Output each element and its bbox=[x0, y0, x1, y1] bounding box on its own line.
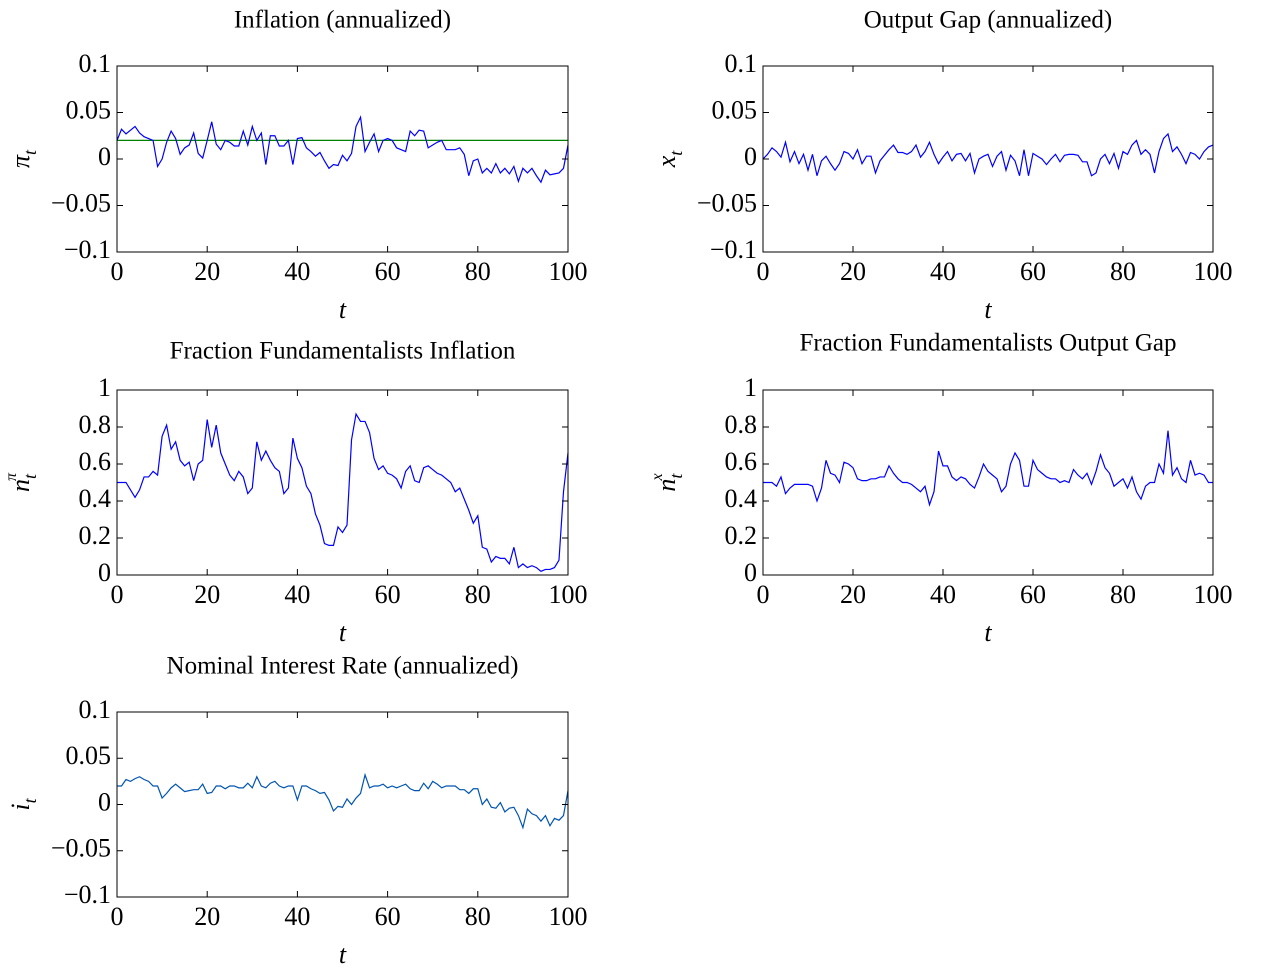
y-tick-label: 0.05 bbox=[66, 741, 112, 770]
plot-frame bbox=[116, 389, 569, 576]
y-tick-label: 0.1 bbox=[79, 695, 112, 724]
x-tick-label: 40 bbox=[930, 580, 956, 609]
y-label-symbol: n bbox=[652, 479, 681, 492]
y-tick-label: −0.05 bbox=[697, 188, 757, 217]
x-tick-label: 100 bbox=[1194, 580, 1233, 609]
chart-title: Nominal Interest Rate (annualized) bbox=[167, 653, 519, 680]
x-tick-label: 80 bbox=[465, 580, 491, 609]
x-tick-label: 20 bbox=[194, 257, 220, 286]
x-tick-label: 0 bbox=[111, 257, 124, 286]
y-label-subscript: t bbox=[20, 473, 40, 479]
y-tick-label: 0.05 bbox=[712, 95, 758, 124]
chart-title: Fraction Fundamentalists Output Gap bbox=[799, 330, 1176, 357]
chart-title: Inflation (annualized) bbox=[234, 7, 451, 34]
plot-frame bbox=[762, 65, 1214, 253]
x-axis-label: t bbox=[339, 618, 347, 647]
y-tick-label: 0.6 bbox=[725, 447, 758, 476]
y-label-symbol: n bbox=[6, 479, 35, 492]
y-tick-label: 0.4 bbox=[725, 484, 758, 513]
x-tick-label: 40 bbox=[284, 580, 310, 609]
y-label-subscript: t bbox=[666, 473, 686, 479]
y-axis-label: xt bbox=[652, 150, 686, 169]
y-label-superscript: π bbox=[3, 472, 20, 481]
x-tick-label: 80 bbox=[1110, 257, 1136, 286]
y-tick-label: 0.05 bbox=[66, 95, 112, 124]
plot-frame bbox=[116, 65, 569, 253]
x-tick-label: 20 bbox=[194, 902, 220, 931]
y-axis-label: ntx bbox=[649, 473, 686, 492]
x-tick-label: 60 bbox=[375, 580, 401, 609]
x-tick-label: 80 bbox=[1110, 580, 1136, 609]
y-tick-label: 0.8 bbox=[725, 410, 758, 439]
x-tick-label: 0 bbox=[111, 902, 124, 931]
y-tick-label: 0 bbox=[98, 142, 111, 171]
x-tick-label: 60 bbox=[1020, 580, 1046, 609]
x-tick-label: 0 bbox=[111, 580, 124, 609]
y-tick-label: 1 bbox=[98, 373, 111, 402]
x-tick-label: 100 bbox=[549, 257, 588, 286]
data-line bbox=[117, 412, 569, 572]
y-tick-label: 1 bbox=[744, 373, 757, 402]
y-label-symbol: i bbox=[6, 803, 35, 810]
y-label-subscript: t bbox=[666, 150, 686, 156]
chart-title: Output Gap (annualized) bbox=[864, 7, 1113, 34]
data-line bbox=[763, 430, 1213, 507]
data-line bbox=[762, 132, 1214, 177]
y-tick-label: 0 bbox=[744, 558, 757, 587]
y-tick-label: −0.05 bbox=[51, 834, 111, 863]
chart-title: Fraction Fundamentalists Inflation bbox=[170, 338, 516, 365]
x-tick-label: 0 bbox=[757, 257, 770, 286]
x-axis-label: t bbox=[984, 618, 992, 647]
y-label-subscript: t bbox=[20, 797, 40, 803]
x-tick-label: 100 bbox=[1194, 257, 1233, 286]
y-label-superscript: x bbox=[649, 473, 666, 481]
x-tick-label: 80 bbox=[465, 257, 491, 286]
y-axis-label: it bbox=[6, 797, 40, 810]
y-label-subscript: t bbox=[20, 149, 40, 155]
x-tick-label: 20 bbox=[194, 580, 220, 609]
x-tick-label: 80 bbox=[465, 902, 491, 931]
x-axis-label: t bbox=[984, 295, 992, 324]
x-tick-label: 20 bbox=[840, 257, 866, 286]
x-tick-label: 60 bbox=[375, 902, 401, 931]
y-tick-label: 0.6 bbox=[79, 447, 112, 476]
y-tick-label: 0.8 bbox=[79, 410, 112, 439]
y-label-symbol: π bbox=[6, 154, 35, 168]
x-axis-label: t bbox=[339, 940, 347, 969]
y-tick-label: 0 bbox=[98, 558, 111, 587]
x-tick-label: 40 bbox=[930, 257, 956, 286]
x-tick-label: 100 bbox=[549, 902, 588, 931]
data-line bbox=[116, 115, 569, 184]
y-tick-label: 0.4 bbox=[79, 484, 112, 513]
y-axis-label: πt bbox=[6, 149, 40, 168]
y-axis-label: ntπ bbox=[3, 472, 40, 492]
x-tick-label: 20 bbox=[840, 580, 866, 609]
y-tick-label: 0.1 bbox=[725, 49, 758, 78]
x-axis-label: t bbox=[339, 295, 347, 324]
x-tick-label: 0 bbox=[757, 580, 770, 609]
y-tick-label: −0.05 bbox=[51, 188, 111, 217]
y-tick-label: −0.1 bbox=[710, 235, 757, 264]
y-tick-label: 0 bbox=[98, 787, 111, 816]
y-tick-label: −0.1 bbox=[64, 880, 111, 909]
x-tick-label: 40 bbox=[284, 257, 310, 286]
x-tick-label: 60 bbox=[375, 257, 401, 286]
x-tick-label: 100 bbox=[549, 580, 588, 609]
y-tick-label: −0.1 bbox=[64, 235, 111, 264]
y-tick-label: 0 bbox=[744, 142, 757, 171]
data-line bbox=[117, 772, 569, 830]
plot-frame bbox=[762, 389, 1214, 576]
y-label-symbol: x bbox=[652, 155, 681, 168]
y-tick-label: 0.2 bbox=[725, 521, 758, 550]
y-tick-label: 0.1 bbox=[79, 49, 112, 78]
plot-frame bbox=[116, 711, 569, 898]
x-tick-label: 40 bbox=[284, 902, 310, 931]
x-tick-label: 60 bbox=[1020, 257, 1046, 286]
y-tick-label: 0.2 bbox=[79, 521, 112, 550]
